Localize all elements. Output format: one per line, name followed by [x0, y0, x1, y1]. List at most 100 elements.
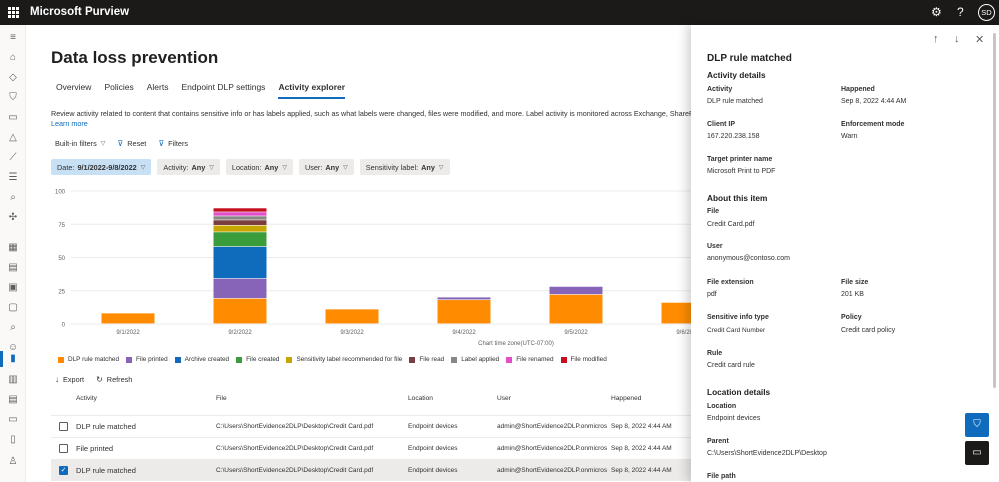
people-icon[interactable]: ☺ [7, 342, 19, 353]
y-tick-label: 100 [55, 190, 66, 196]
legend-item[interactable]: Sensitivity label recommended for file [286, 356, 402, 363]
legend-item[interactable]: Label applied [451, 356, 499, 363]
user-filter-value: Any [325, 162, 340, 172]
export-button[interactable]: ↓ Export [55, 375, 84, 384]
column-header-happened[interactable]: Happened [611, 395, 642, 402]
location-filter[interactable]: Location: Any ▽ [225, 159, 293, 175]
tab-overview[interactable]: Overview [56, 82, 92, 92]
help-icon[interactable]: ? [957, 5, 964, 19]
clipboard-icon[interactable]: ▢ [8, 302, 18, 313]
activity-filter[interactable]: Activity: Any ▽ [157, 159, 220, 175]
bar-segment [213, 208, 267, 212]
close-icon[interactable]: ✕ [975, 34, 985, 46]
archive-icon[interactable]: ▤ [8, 394, 18, 405]
sensitivity-label-filter-value: Any [421, 162, 435, 172]
home-icon[interactable]: ⌂ [9, 52, 17, 63]
tab-endpoint-dlp-settings[interactable]: Endpoint DLP settings [181, 82, 266, 92]
tab-policies[interactable]: Policies [104, 82, 134, 92]
shield-icon[interactable]: ⛉ [9, 92, 17, 103]
tab-alerts[interactable]: Alerts [146, 82, 169, 92]
bar-segment [549, 294, 603, 324]
column-header-user[interactable]: User [497, 395, 511, 402]
grid-icon[interactable]: ▦ [8, 242, 18, 253]
table-row[interactable]: DLP rule matched C:\Users\ShortEvidence2… [51, 415, 691, 437]
legend-label: File created [246, 356, 280, 363]
legend-label: File read [419, 356, 445, 363]
filters-button[interactable]: ⊽ Filters [158, 139, 188, 148]
row-checkbox[interactable]: ✓ [59, 466, 68, 475]
lock-doc-icon[interactable]: ▭ [8, 414, 18, 425]
search-doc-icon[interactable]: ⌕ [10, 322, 16, 333]
column-header-file[interactable]: File [216, 395, 227, 402]
tab-activity-explorer[interactable]: Activity explorer [278, 82, 346, 99]
legend-item[interactable]: File printed [126, 356, 168, 363]
left-nav-rail: ≡ ⌂ ◇ ⛉ ▭ △ ⟋ ☰ ⌕ ✣ ▦ ▤ ▣ ▢ ⌕ ☺ ▮ ▥ ▤ ▭ … [0, 25, 26, 482]
person-search-icon[interactable]: ♙ [8, 456, 18, 467]
chevron-up-icon[interactable]: ↑ [933, 33, 939, 45]
sensitivity-label-filter[interactable]: Sensitivity label: Any ▽ [359, 159, 450, 175]
activity-details-heading: Activity details [707, 70, 766, 80]
document-icon[interactable]: ▭ [8, 112, 18, 123]
details-flyout-panel: ↑ ↓ ✕ DLP rule matched Activity details … [691, 25, 999, 482]
legend-item[interactable]: File created [236, 356, 279, 363]
table-row[interactable]: File printed C:\Users\ShortEvidence2DLP\… [51, 437, 691, 459]
table-row[interactable]: ✓ DLP rule matched C:\Users\ShortEvidenc… [51, 459, 691, 481]
legend-label: Archive created [184, 356, 230, 363]
bar-segment [213, 220, 267, 225]
warning-icon[interactable]: △ [9, 132, 17, 143]
sensitivity-label-filter-label: Sensitivity label: [365, 162, 419, 172]
app-title[interactable]: Microsoft Purview [30, 6, 130, 18]
report-icon[interactable]: ▣ [8, 282, 18, 293]
file-path-label: File path [707, 473, 736, 480]
column-header-activity[interactable]: Activity [76, 395, 97, 402]
row-activity: File printed [76, 444, 114, 453]
panel-scrollbar[interactable] [993, 33, 996, 388]
chart-icon[interactable]: ⟋ [9, 152, 17, 163]
x-tick-label: 9/4/2022 [452, 330, 476, 336]
search-icon[interactable]: ⌕ [10, 192, 16, 203]
legend-item[interactable]: File read [409, 356, 444, 363]
bar-segment [437, 297, 491, 300]
legend-item[interactable]: File renamed [506, 356, 554, 363]
doc-icon[interactable]: ▯ [10, 434, 16, 445]
y-tick-label: 50 [58, 256, 65, 262]
policy-value: Credit card policy [841, 327, 896, 334]
chevron-down-icon[interactable]: ↓ [954, 33, 960, 45]
bar-segment [661, 302, 691, 324]
activity-filter-value: Any [191, 162, 206, 172]
user-filter[interactable]: User: Any ▽ [298, 159, 354, 175]
legend-item[interactable]: File modified [560, 356, 607, 363]
chevron-down-icon: ▽ [343, 164, 348, 171]
gear-icon[interactable]: ⚙ [931, 5, 942, 19]
row-checkbox[interactable] [59, 444, 68, 453]
column-header-location[interactable]: Location [408, 395, 433, 402]
row-user: admin@ShortEvidence2DLP.onmicros... [497, 423, 607, 430]
legend-swatch [126, 356, 133, 363]
user-value: anonymous@contoso.com [707, 255, 790, 262]
legend-item[interactable]: Archive created [174, 356, 230, 363]
dlp-icon[interactable]: ▮ [10, 353, 16, 364]
avatar[interactable]: SD [978, 4, 995, 21]
tag-icon[interactable]: ◇ [9, 72, 17, 83]
hamburger-icon[interactable]: ≡ [10, 32, 16, 43]
legend-swatch [506, 356, 513, 363]
date-filter[interactable]: Date: 9/1/2022-9/8/2022 ▽ [51, 159, 152, 175]
reset-button[interactable]: ⊽ Reset [117, 139, 146, 148]
refresh-button[interactable]: ↻ Refresh [96, 375, 132, 384]
legend-item[interactable]: DLP rule matched [58, 356, 119, 363]
download-icon: ↓ [55, 375, 59, 384]
security-copilot-icon[interactable]: ⛉ [965, 413, 989, 437]
chevron-down-icon: ▽ [140, 164, 146, 171]
waffle-icon[interactable] [8, 7, 19, 18]
learn-more-link[interactable]: Learn more [51, 119, 88, 128]
puzzle-icon[interactable]: ✣ [8, 212, 18, 223]
bar-segment [213, 246, 267, 279]
filter-pills: Date: 9/1/2022-9/8/2022 ▽ Activity: Any ▽ Lo… [51, 159, 456, 175]
row-checkbox[interactable] [59, 422, 68, 431]
feedback-icon[interactable]: ▭ [965, 441, 989, 465]
list-icon[interactable]: ▤ [8, 262, 18, 273]
row-happened: Sep 8, 2022 4:44 AM [611, 423, 672, 430]
filter-icon[interactable]: ☰ [8, 172, 18, 183]
briefcase-icon[interactable]: ▥ [8, 374, 18, 385]
builtin-filters-dropdown[interactable]: Built-in filters ▽ [55, 139, 105, 148]
